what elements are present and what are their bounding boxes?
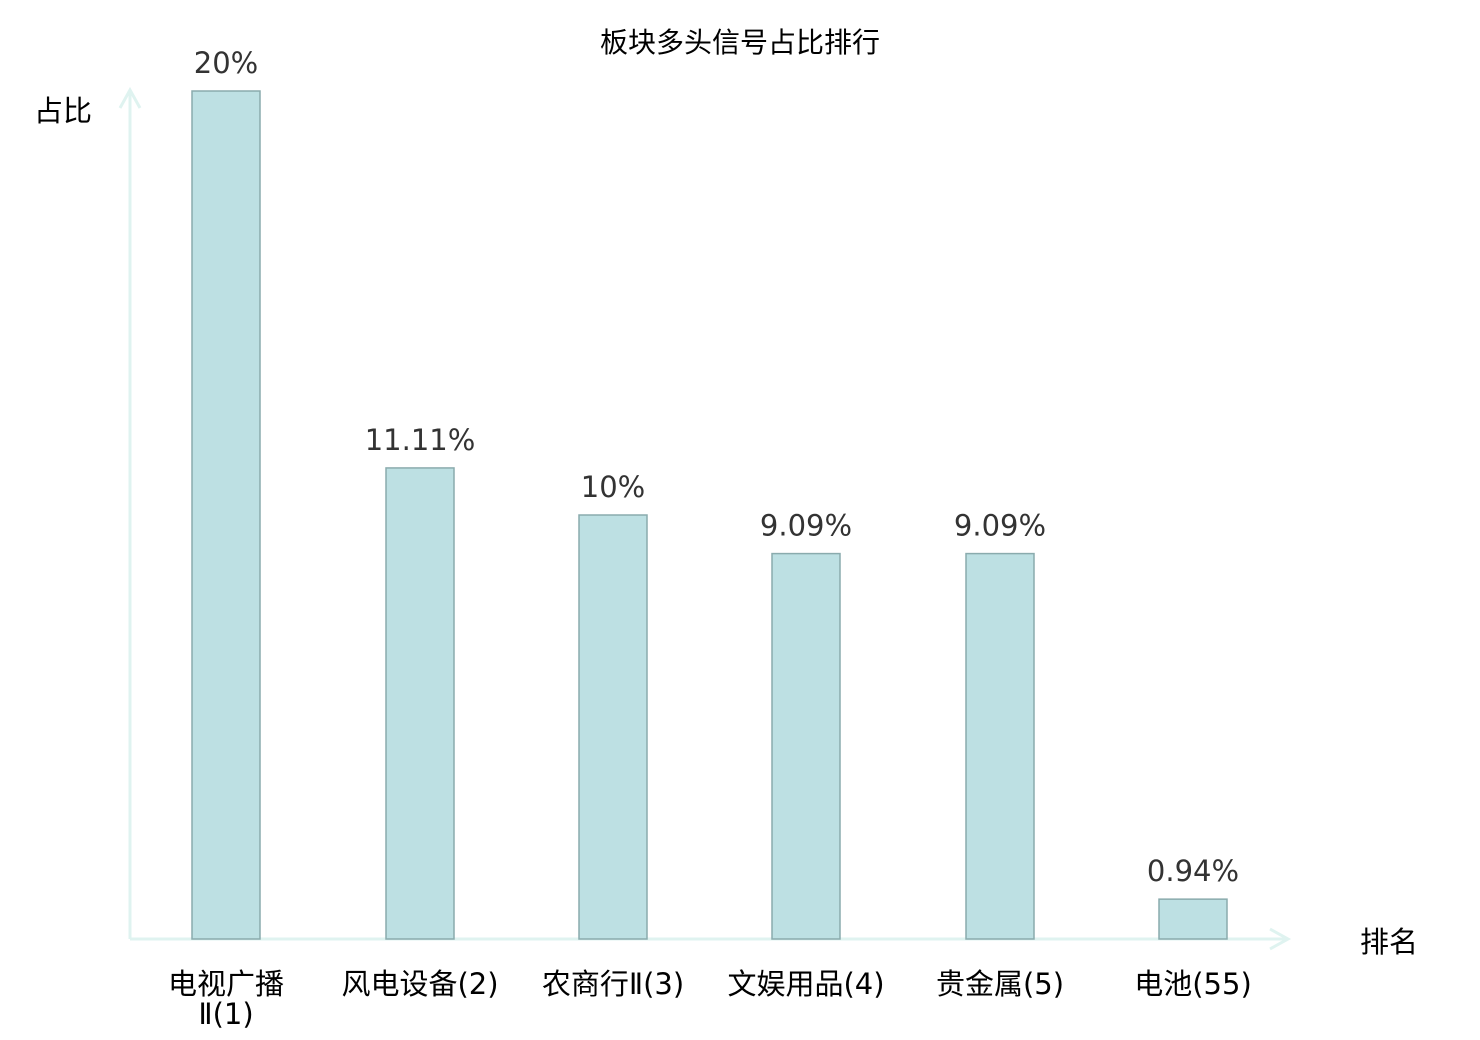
- x-tick-label: 电池(55): [1134, 967, 1252, 1001]
- y-axis-label: 占比: [34, 94, 92, 128]
- data-label: 9.09%: [760, 509, 852, 543]
- x-tick-label: 文娱用品(4): [727, 967, 884, 1001]
- x-axis-arrow: [1269, 927, 1292, 951]
- bar: [578, 514, 648, 940]
- y-axis-arrow: [118, 86, 142, 109]
- x-tick-label: 电视广播 Ⅱ(1): [168, 967, 284, 1031]
- bar: [1158, 898, 1228, 940]
- bar: [385, 467, 455, 940]
- bar: [191, 90, 261, 940]
- data-label: 0.94%: [1147, 854, 1239, 888]
- x-tick-label: 风电设备(2): [341, 967, 498, 1001]
- chart-title: 板块多头信号占比排行: [600, 26, 880, 59]
- x-axis-label: 排名: [1360, 925, 1418, 959]
- bar: [965, 552, 1035, 940]
- data-label: 11.11%: [365, 423, 476, 457]
- bar: [771, 552, 841, 940]
- data-label: 20%: [194, 46, 258, 80]
- x-tick-label: 贵金属(5): [936, 967, 1064, 1001]
- data-label: 10%: [581, 470, 645, 504]
- x-tick-label: 农商行Ⅱ(3): [542, 967, 684, 1001]
- data-label: 9.09%: [954, 509, 1046, 543]
